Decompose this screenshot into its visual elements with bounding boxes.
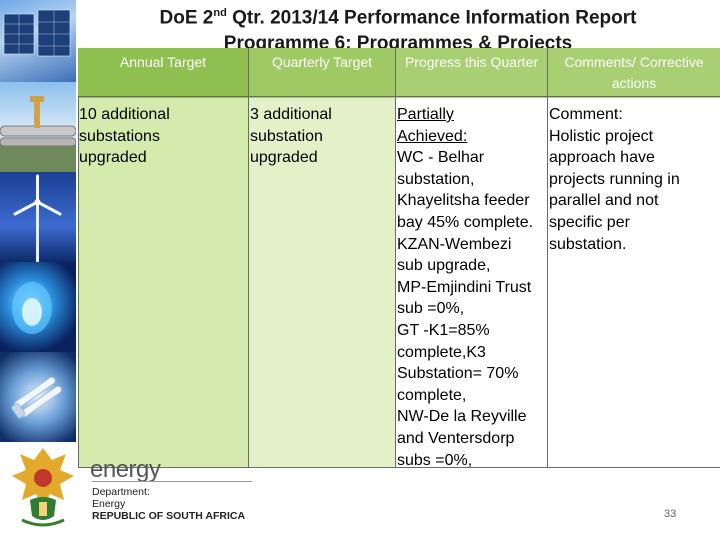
cell-quarterly-target: 3 additional substation upgraded	[250, 106, 332, 167]
energy-logo-word: energy	[90, 456, 161, 483]
logo-divider	[92, 481, 252, 482]
header-comments: Comments/ Corrective actions	[548, 48, 720, 98]
cell-annual-target: 10 additional substations upgraded	[79, 106, 170, 167]
progress-details: WC - Belhar substation, Khayelitsha feed…	[397, 149, 534, 469]
header-progress: Progress this Quarter	[396, 48, 547, 98]
performance-table: Annual Target 10 additional substations …	[78, 48, 720, 471]
column-quarterly-target: Quarterly Target 3 additional substation…	[249, 48, 396, 468]
bottom-border	[78, 467, 720, 468]
wind-turbine-photo	[0, 172, 76, 262]
progress-status: Partially Achieved:	[397, 106, 468, 145]
header-divider	[78, 96, 720, 97]
cell-comments: Comment: Holistic project approach have …	[549, 106, 680, 253]
gas-pipeline-photo	[0, 82, 76, 172]
title-line-1: DoE 2nd Qtr. 2013/14 Performance Informa…	[159, 7, 637, 29]
header-annual-target: Annual Target	[78, 48, 248, 98]
dept-line-2: Energy	[92, 498, 126, 510]
department-block: Department: Energy REPUBLIC OF SOUTH AFR…	[92, 486, 245, 522]
column-annual-target: Annual Target 10 additional substations …	[78, 48, 249, 468]
header-background	[76, 0, 720, 48]
column-comments: Comments/ Corrective actions Comment: Ho…	[548, 48, 720, 468]
gas-flame-photo	[0, 262, 76, 352]
decorative-photo-strip	[0, 0, 76, 442]
header-quarterly-target: Quarterly Target	[249, 48, 395, 98]
solar-panels-photo	[0, 0, 76, 82]
left-border	[78, 96, 79, 468]
cell-progress: Partially Achieved: WC - Belhar substati…	[397, 104, 546, 471]
column-progress: Progress this Quarter Partially Achieved…	[396, 48, 548, 471]
dept-line-3: REPUBLIC OF SOUTH AFRICA	[92, 510, 246, 522]
cfl-bulb-photo	[0, 352, 76, 442]
dept-line-1: Department:	[92, 486, 150, 498]
page-number: 33	[664, 508, 677, 520]
sa-coat-of-arms-emblem	[8, 444, 78, 534]
